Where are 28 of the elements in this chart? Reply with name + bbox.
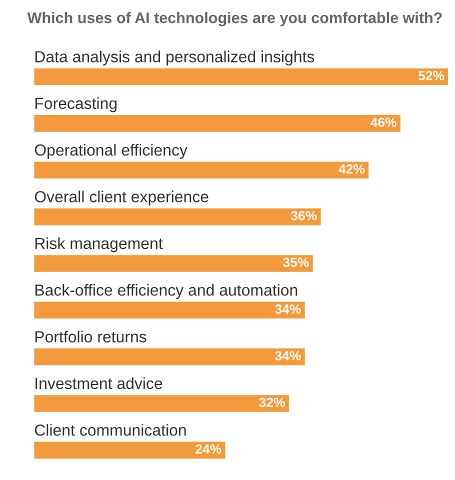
- bar: [34, 302, 305, 319]
- bar: [34, 348, 305, 366]
- y-tick-label: Operational efficiency: [34, 144, 188, 159]
- y-tick-label: Risk management: [35, 237, 163, 252]
- data-label: 34%: [275, 304, 301, 314]
- data-label: 42%: [338, 164, 365, 174]
- y-tick-label: Portfolio returns: [35, 330, 146, 342]
- y-tick-label: Investment advice: [36, 377, 162, 390]
- chart-title: Which uses of AI technologies are you comfortable with?: [27, 12, 442, 26]
- bar: [34, 68, 448, 86]
- bar: [34, 255, 313, 272]
- bar: [34, 208, 321, 226]
- bar: [34, 395, 289, 412]
- y-tick-label: Back-office efficiency and automation: [35, 284, 298, 299]
- bar: [34, 442, 226, 459]
- data-label: 35%: [283, 258, 309, 268]
- data-label: 32%: [259, 398, 285, 408]
- data-label: 24%: [196, 444, 222, 454]
- y-tick-label: Data analysis and personalized insights: [35, 50, 314, 66]
- bar: [34, 115, 400, 132]
- y-tick-label: Client communication: [34, 424, 186, 436]
- data-label: 36%: [291, 210, 317, 220]
- bar: [34, 162, 369, 179]
- y-tick-label: Forecasting: [35, 97, 117, 112]
- data-label: 52%: [418, 70, 444, 80]
- data-label: 34%: [275, 351, 301, 360]
- data-label: 46%: [370, 118, 396, 127]
- y-tick-label: Overall client experience: [34, 190, 208, 206]
